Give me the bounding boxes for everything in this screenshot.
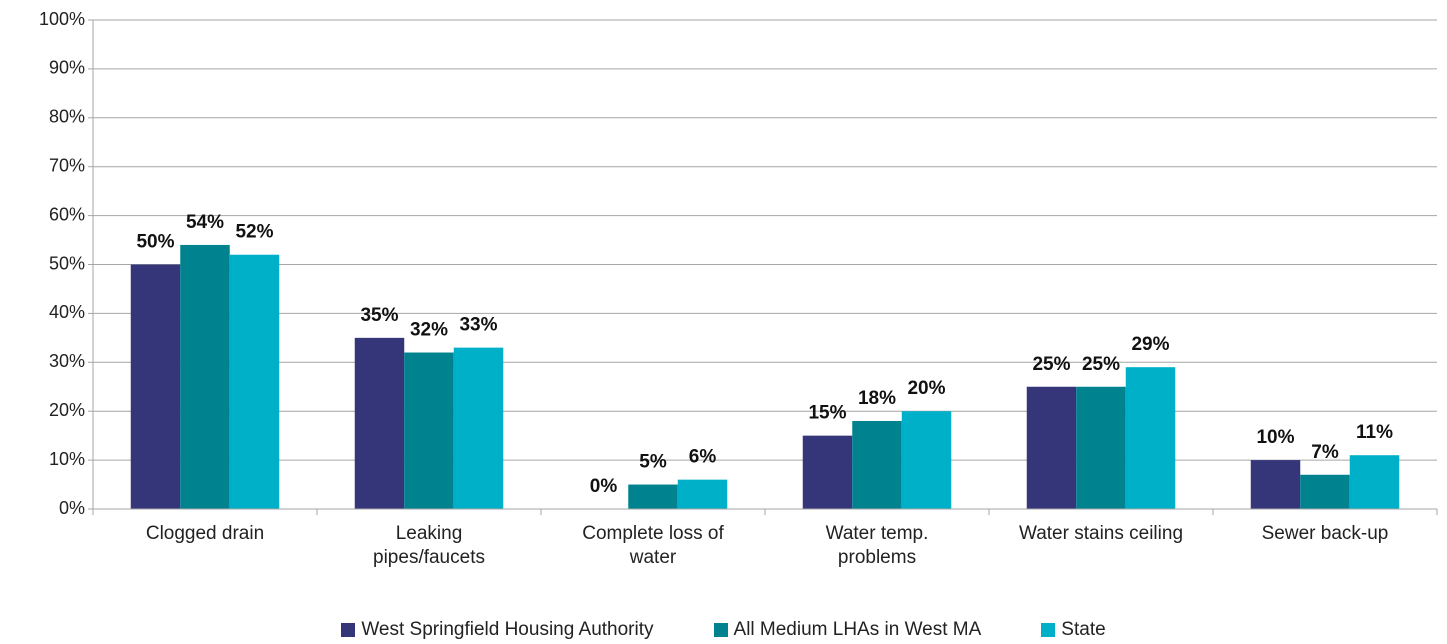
value-label: 29% (1131, 334, 1169, 355)
bar (628, 484, 678, 509)
value-label: 32% (410, 320, 448, 341)
legend-label: All Medium LHAs in West MA (733, 619, 982, 640)
value-label: 54% (186, 212, 224, 233)
value-label: 33% (459, 315, 497, 336)
x-tick-label: Water temp. problems (825, 523, 929, 568)
x-tick-label: Complete loss of water (582, 523, 724, 568)
y-tick-label: 40% (49, 302, 85, 322)
value-label: 35% (360, 305, 398, 326)
x-tick-label: Leaking pipes/faucets (373, 523, 485, 568)
bar (180, 244, 230, 509)
bar (802, 435, 853, 509)
legend: West Springfield Housing Authority All Me… (0, 619, 1447, 641)
y-tick-label: 100% (39, 9, 85, 29)
value-label: 50% (136, 232, 174, 253)
y-tick-label: 80% (49, 107, 85, 127)
legend-item: State (1041, 619, 1106, 641)
y-tick-label: 50% (49, 253, 85, 273)
x-tick-label: Water stains ceiling (1018, 523, 1184, 544)
y-tick-label: 30% (49, 351, 85, 371)
bar (229, 254, 280, 509)
legend-swatch (713, 623, 728, 637)
value-label: 20% (907, 378, 945, 399)
x-tick-label: Clogged drain (145, 523, 265, 544)
y-tick-label: 20% (49, 400, 85, 420)
value-label: 18% (858, 388, 896, 409)
bar (677, 479, 728, 509)
bar (852, 420, 902, 509)
value-label: 7% (1311, 442, 1339, 463)
bar (1300, 474, 1350, 509)
value-label: 0% (590, 476, 618, 497)
bar (1026, 386, 1077, 509)
value-label: 25% (1032, 354, 1070, 375)
bar (404, 352, 454, 509)
legend-item: West Springfield Housing Authority (341, 619, 654, 641)
legend-swatch (1041, 623, 1056, 637)
bar (354, 337, 405, 509)
bar (1349, 455, 1400, 509)
legend-label: West Springfield Housing Authority (361, 619, 654, 640)
bar (130, 264, 181, 509)
bar (1250, 460, 1301, 509)
value-label: 10% (1256, 427, 1294, 448)
bar (453, 347, 504, 509)
legend-swatch (341, 623, 356, 637)
y-tick-label: 70% (49, 155, 85, 175)
legend-item: All Medium LHAs in West MA (713, 619, 982, 641)
y-tick-label: 90% (49, 58, 85, 78)
y-tick-label: 60% (49, 204, 85, 224)
value-label: 52% (235, 222, 273, 243)
y-tick-label: 0% (59, 498, 85, 518)
legend-label: State (1061, 619, 1106, 640)
value-label: 5% (639, 452, 667, 473)
bar (901, 411, 952, 509)
bar (1076, 386, 1126, 509)
value-label: 11% (1356, 422, 1393, 443)
bar (1125, 367, 1176, 509)
value-label: 15% (808, 403, 846, 424)
value-label: 6% (689, 447, 717, 468)
y-tick-label: 10% (49, 449, 85, 469)
x-tick-label: Sewer back-up (1261, 523, 1389, 544)
value-label: 25% (1082, 354, 1120, 375)
